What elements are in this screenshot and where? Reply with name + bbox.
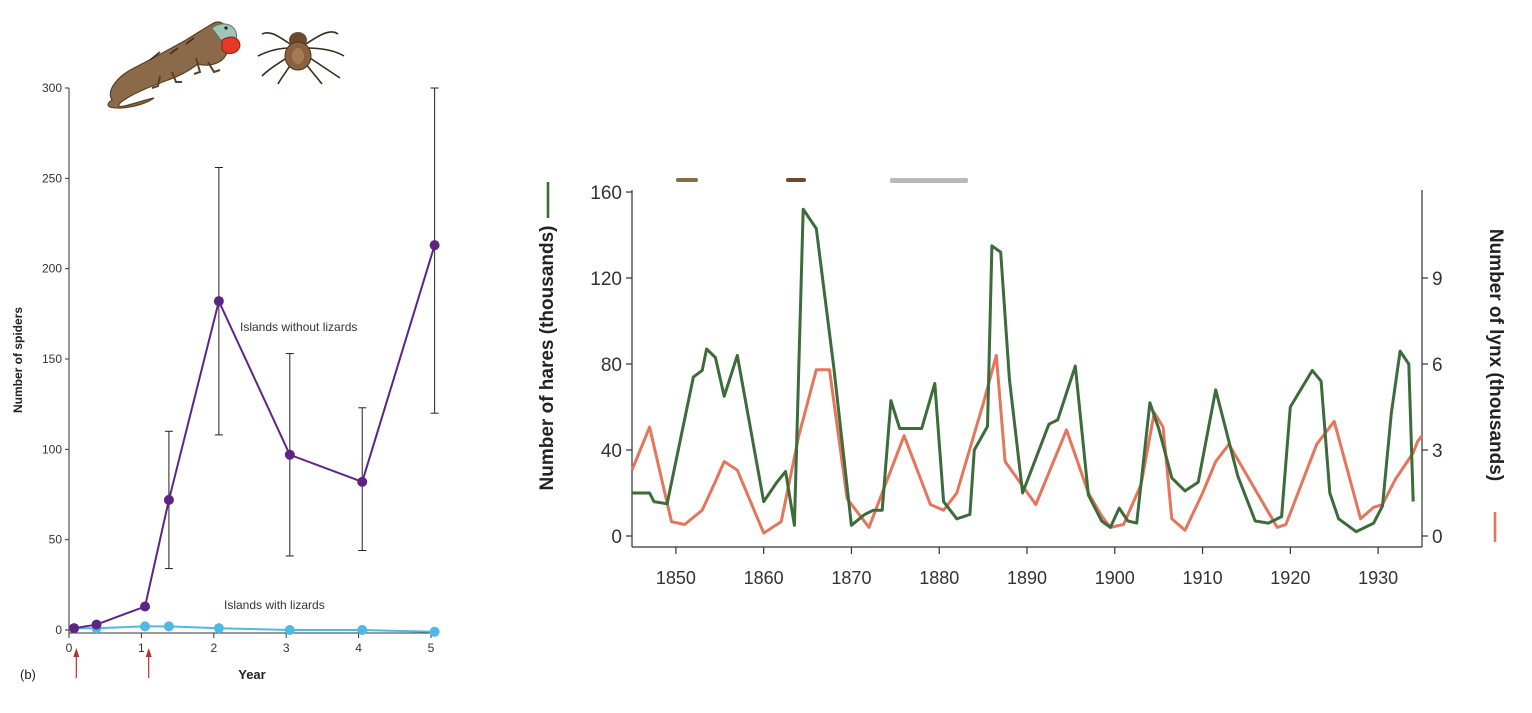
data-point-with-lizards xyxy=(429,626,440,637)
lynx-y-tick-label: 3 xyxy=(1432,441,1443,462)
left-x-tick-label: 5 xyxy=(428,641,435,655)
hare-y-ticks: 0 40 80 120 160 xyxy=(590,183,632,548)
lizard-illustration-icon xyxy=(107,21,241,109)
left-y-tick-label: 100 xyxy=(42,442,62,456)
data-point-with-lizards xyxy=(163,621,174,632)
data-point-without-lizards xyxy=(69,623,80,634)
error-bars xyxy=(73,87,439,637)
year-tick-label: 1930 xyxy=(1358,568,1398,588)
population-lines xyxy=(630,207,1424,535)
hare-y-tick-label: 120 xyxy=(590,269,622,290)
year-tick-label: 1860 xyxy=(744,568,784,588)
lynx-axis-label-group: Number of lynx (thousands) xyxy=(1485,229,1506,542)
left-x-tick-label: 3 xyxy=(283,641,290,655)
lynx-population-line xyxy=(630,353,1424,535)
year-tick-label: 1900 xyxy=(1095,568,1135,588)
hares-population-line xyxy=(632,207,1415,534)
hare-axis-label: Number of hares (thousands) xyxy=(537,226,558,491)
spider-series-lines xyxy=(73,244,436,633)
year-tick-label: 1870 xyxy=(831,568,871,588)
year-tick-label: 1850 xyxy=(656,568,696,588)
left-y-axis-label: Number of spiders xyxy=(11,307,25,413)
panel-label: (b) xyxy=(20,667,36,682)
spider-illustration-icon xyxy=(257,31,345,85)
year-x-ticks: 1850 1860 1870 1880 1890 1900 1910 1920 1930 xyxy=(656,547,1398,588)
hare-y-tick-label: 80 xyxy=(601,355,622,376)
left-y-tick-label: 200 xyxy=(42,262,62,276)
hare-axis-label-group: Number of hares (thousands) xyxy=(537,182,558,490)
data-point-without-lizards xyxy=(284,449,295,460)
treatment-arrow-head xyxy=(73,648,80,657)
data-point-with-lizards xyxy=(357,625,368,635)
year-tick-label: 1880 xyxy=(919,568,959,588)
data-point-without-lizards xyxy=(163,494,174,505)
left-y-tick-label: 150 xyxy=(42,352,62,366)
data-point-without-lizards xyxy=(357,476,368,487)
lynx-y-tick-label: 9 xyxy=(1432,269,1443,290)
year-tick-label: 1890 xyxy=(1007,568,1047,588)
cropped-illustration-fragments xyxy=(676,178,968,183)
treatment-arrows xyxy=(73,648,152,678)
hare-y-tick-label: 40 xyxy=(601,441,622,462)
data-point-with-lizards xyxy=(284,625,295,635)
left-x-ticks: 0 1 2 3 4 5 xyxy=(66,633,435,655)
lynx-y-tick-label: 0 xyxy=(1432,527,1443,548)
left-y-tick-label: 250 xyxy=(42,171,62,185)
hare-y-tick-label: 0 xyxy=(611,527,622,548)
lynx-y-tick-label: 6 xyxy=(1432,355,1443,376)
left-x-tick-label: 4 xyxy=(355,641,362,655)
data-point-without-lizards xyxy=(213,296,224,307)
hare-y-tick-label: 160 xyxy=(590,183,622,204)
data-point-without-lizards xyxy=(140,601,151,612)
left-x-axis-label: Year xyxy=(238,667,265,682)
left-y-ticks: 0 50 100 150 200 250 300 xyxy=(42,81,69,637)
lynx-axis-label: Number of lynx (thousands) xyxy=(1485,229,1506,481)
series-line-without-lizards xyxy=(73,244,436,630)
data-point-without-lizards xyxy=(91,619,102,630)
treatment-arrow-head xyxy=(145,648,152,657)
left-x-tick-label: 0 xyxy=(66,641,73,655)
left-y-tick-label: 0 xyxy=(55,623,62,637)
left-x-tick-label: 1 xyxy=(138,641,145,655)
left-y-tick-label: 300 xyxy=(42,81,62,95)
spider-series-points xyxy=(69,240,440,637)
year-tick-label: 1910 xyxy=(1183,568,1223,588)
series-label-without-lizards: Islands without lizards xyxy=(240,320,357,334)
series-label-with-lizards: Islands with lizards xyxy=(224,598,325,612)
data-point-with-lizards xyxy=(213,623,224,634)
year-tick-label: 1920 xyxy=(1270,568,1310,588)
series-line-with-lizards xyxy=(74,625,435,633)
left-y-tick-label: 50 xyxy=(49,533,63,547)
lynx-y-ticks: 0 3 6 9 xyxy=(1422,269,1443,548)
spider-chart: 0 50 100 150 200 250 300 0 1 2 3 4 5 Number of spid… xyxy=(11,21,440,682)
left-x-tick-label: 2 xyxy=(210,641,217,655)
data-point-without-lizards xyxy=(429,240,440,251)
data-point-with-lizards xyxy=(140,621,151,632)
hare-lynx-chart: 0 40 80 120 160 0 3 6 9 1850 1860 1870 1880 1890 190… xyxy=(537,178,1506,588)
